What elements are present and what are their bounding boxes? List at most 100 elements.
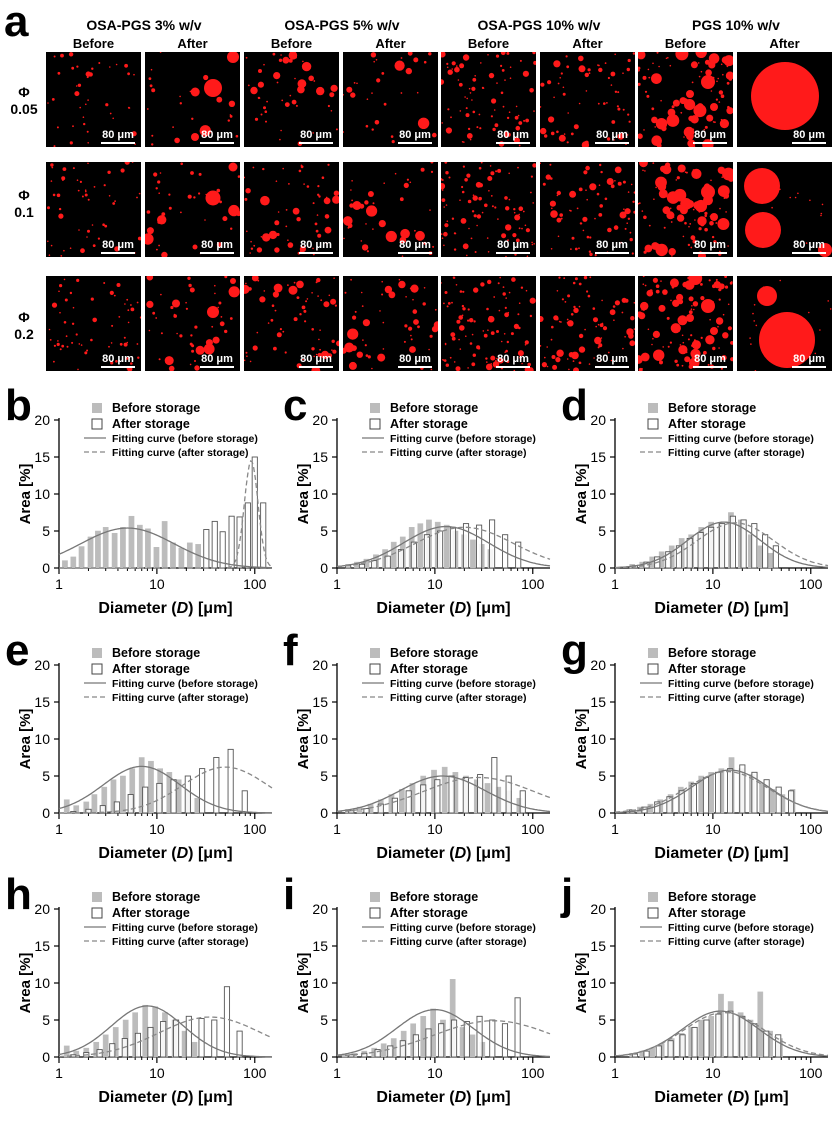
droplet [467, 319, 470, 322]
droplet [632, 52, 635, 55]
droplet [494, 206, 497, 209]
bar-after-storage [690, 782, 697, 814]
bar-before-storage [120, 775, 126, 814]
droplet [493, 109, 496, 111]
bar-before-storage [420, 1016, 427, 1058]
bar-before-storage [120, 527, 126, 569]
phi-value: 0.05 [10, 101, 38, 117]
droplet [607, 76, 610, 80]
droplet [454, 66, 460, 73]
droplet [131, 162, 134, 163]
droplet [755, 324, 758, 327]
droplet [540, 127, 547, 135]
droplet [158, 244, 160, 247]
scale-bar-line [496, 366, 530, 368]
droplet [148, 77, 152, 80]
bar-after-storage [772, 545, 779, 569]
droplet [497, 218, 499, 220]
droplet [257, 81, 264, 88]
droplet [61, 176, 66, 181]
y-axis-label: Area [%] [573, 709, 590, 770]
droplet [82, 116, 85, 118]
droplet [573, 367, 579, 371]
droplet [578, 346, 586, 353]
droplet [647, 328, 650, 331]
droplet [469, 342, 473, 345]
bar-after-storage [775, 1034, 782, 1058]
droplet [604, 62, 607, 64]
droplet [531, 241, 533, 244]
droplet [366, 250, 369, 253]
droplet [805, 242, 808, 244]
droplet [485, 357, 488, 360]
droplet [471, 362, 476, 367]
droplet [180, 162, 183, 166]
droplet [672, 299, 680, 307]
x-tick-label: 100 [521, 821, 545, 837]
legend-label-before: Before storage [668, 890, 756, 904]
x-tick-label: 10 [705, 1065, 721, 1081]
scale-bar: 80 μm [792, 239, 826, 254]
droplet [108, 345, 110, 348]
droplet [558, 320, 561, 323]
droplet [524, 344, 527, 346]
droplet [633, 328, 635, 330]
x-axis-label-suffix: ) [μm] [466, 1089, 510, 1106]
droplet [808, 311, 810, 314]
droplet [441, 282, 442, 284]
droplet [119, 342, 123, 346]
droplet [655, 289, 660, 294]
droplet [190, 87, 200, 97]
droplet [522, 210, 525, 213]
droplet [408, 326, 413, 331]
y-tick-label: 10 [590, 731, 606, 747]
droplet [690, 334, 693, 337]
droplet [262, 167, 265, 171]
droplet [525, 118, 529, 123]
x-tick-label: 1 [55, 821, 63, 837]
bar-before-storage [469, 1034, 476, 1058]
y-tick-label: 0 [320, 560, 328, 576]
droplet [627, 217, 631, 220]
droplet [78, 343, 81, 345]
droplet [346, 86, 353, 93]
droplet [235, 134, 239, 138]
droplet [320, 299, 323, 302]
droplet [79, 180, 82, 183]
droplet [553, 60, 561, 68]
y-tick-label: 10 [590, 975, 606, 991]
droplet [98, 62, 101, 64]
droplet [473, 287, 479, 293]
droplet [726, 65, 729, 68]
droplet [133, 73, 135, 76]
bar-after-storage [213, 757, 220, 814]
micrograph-droplets [343, 278, 438, 371]
droplet [265, 120, 267, 123]
droplet [403, 182, 409, 188]
droplet [549, 163, 552, 166]
droplet [350, 189, 352, 191]
droplet [80, 248, 85, 254]
droplet [628, 120, 631, 123]
droplet [451, 61, 456, 66]
droplet [109, 112, 112, 115]
micrograph-tile: 80 μm [441, 162, 536, 257]
bar-after-storage [477, 774, 484, 814]
droplet [311, 347, 315, 351]
droplet [400, 92, 403, 94]
scale-bar-line [792, 366, 826, 368]
y-tick-label: 15 [34, 694, 50, 710]
bar-before-storage [91, 794, 98, 814]
droplet [722, 189, 726, 194]
droplet [124, 303, 126, 305]
x-axis-label-suffix: ) [μm] [188, 600, 232, 617]
droplet [638, 312, 646, 320]
droplet [589, 183, 597, 191]
scale-bar: 80 μm [200, 353, 234, 368]
bar-after-storage [384, 555, 391, 569]
droplet [624, 336, 626, 338]
droplet [509, 66, 512, 68]
droplet [551, 325, 554, 329]
droplet [53, 344, 56, 347]
scale-bar-label: 80 μm [793, 353, 825, 365]
